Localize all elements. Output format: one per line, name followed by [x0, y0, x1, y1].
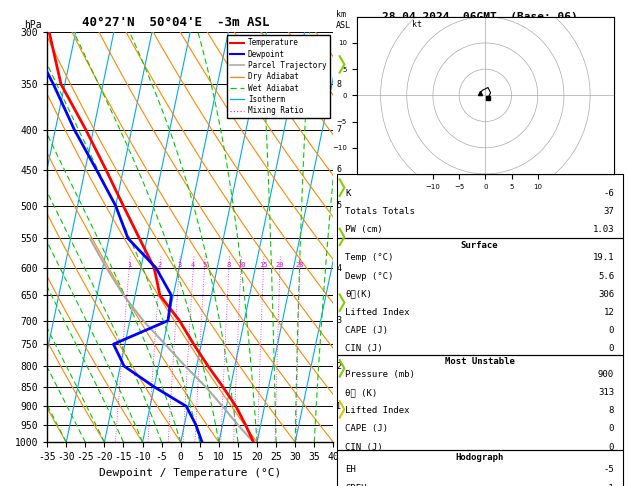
Text: 1: 1: [337, 402, 341, 411]
Text: 3: 3: [177, 262, 181, 268]
Text: 6: 6: [337, 165, 341, 174]
Text: 7: 7: [337, 125, 341, 134]
Text: Surface: Surface: [461, 241, 498, 250]
Text: Most Unstable: Most Unstable: [445, 357, 515, 366]
X-axis label: Dewpoint / Temperature (°C): Dewpoint / Temperature (°C): [99, 468, 281, 478]
Text: 37: 37: [603, 208, 614, 216]
Text: 0: 0: [609, 424, 614, 434]
Text: K: K: [345, 189, 350, 198]
Text: -5: -5: [603, 466, 614, 474]
Text: Dewp (°C): Dewp (°C): [345, 272, 394, 280]
Text: 8: 8: [609, 406, 614, 416]
Text: 15: 15: [259, 262, 268, 268]
Text: 5: 5: [337, 201, 341, 210]
Text: Pressure (mb): Pressure (mb): [345, 370, 415, 379]
Text: 2: 2: [337, 362, 341, 371]
Text: CAPE (J): CAPE (J): [345, 424, 388, 434]
Text: -1: -1: [603, 484, 614, 486]
Text: CIN (J): CIN (J): [345, 344, 382, 353]
Text: EH: EH: [345, 466, 356, 474]
Text: 10: 10: [237, 262, 245, 268]
Text: 313: 313: [598, 388, 614, 397]
Text: Hodograph: Hodograph: [455, 452, 504, 462]
Bar: [337, 355, 623, 450]
Text: 0: 0: [609, 443, 614, 451]
Text: -6: -6: [603, 189, 614, 198]
Text: 20: 20: [276, 262, 284, 268]
Text: 4: 4: [191, 262, 196, 268]
Text: CIN (J): CIN (J): [345, 443, 382, 451]
Text: hPa: hPa: [25, 19, 42, 30]
Bar: [337, 238, 623, 355]
Text: km
ASL: km ASL: [337, 10, 351, 30]
Text: 4: 4: [337, 263, 341, 273]
Text: 8: 8: [227, 262, 231, 268]
Text: CAPE (J): CAPE (J): [345, 326, 388, 335]
Text: 3: 3: [337, 316, 341, 325]
Text: θᴇ (K): θᴇ (K): [345, 388, 377, 397]
Text: Temp (°C): Temp (°C): [345, 254, 394, 262]
Text: Totals Totals: Totals Totals: [345, 208, 415, 216]
Text: 1.03: 1.03: [593, 226, 614, 234]
Text: 28: 28: [296, 262, 304, 268]
Text: 2: 2: [158, 262, 162, 268]
Text: Lifted Index: Lifted Index: [345, 308, 409, 317]
Text: 0: 0: [609, 344, 614, 353]
Title: 40°27'N  50°04'E  -3m ASL: 40°27'N 50°04'E -3m ASL: [82, 16, 270, 29]
Text: 1: 1: [127, 262, 131, 268]
Text: 5: 5: [203, 262, 206, 268]
Text: 306: 306: [598, 290, 614, 299]
Text: Lifted Index: Lifted Index: [345, 406, 409, 416]
Text: 19.1: 19.1: [593, 254, 614, 262]
Bar: [357, 17, 614, 174]
Text: 900: 900: [598, 370, 614, 379]
Text: 8: 8: [337, 80, 341, 88]
Text: SREH: SREH: [345, 484, 367, 486]
Text: 5.6: 5.6: [598, 272, 614, 280]
Text: 0: 0: [609, 326, 614, 335]
Text: PW (cm): PW (cm): [345, 226, 382, 234]
Legend: Temperature, Dewpoint, Parcel Trajectory, Dry Adiabat, Wet Adiabat, Isotherm, Mi: Temperature, Dewpoint, Parcel Trajectory…: [227, 35, 330, 118]
Bar: [337, 174, 623, 238]
Bar: [337, 450, 623, 486]
Text: 12: 12: [603, 308, 614, 317]
Text: kt: kt: [412, 20, 422, 29]
Text: θᴇ(K): θᴇ(K): [345, 290, 372, 299]
Text: 28.04.2024  06GMT  (Base: 06): 28.04.2024 06GMT (Base: 06): [382, 12, 577, 22]
